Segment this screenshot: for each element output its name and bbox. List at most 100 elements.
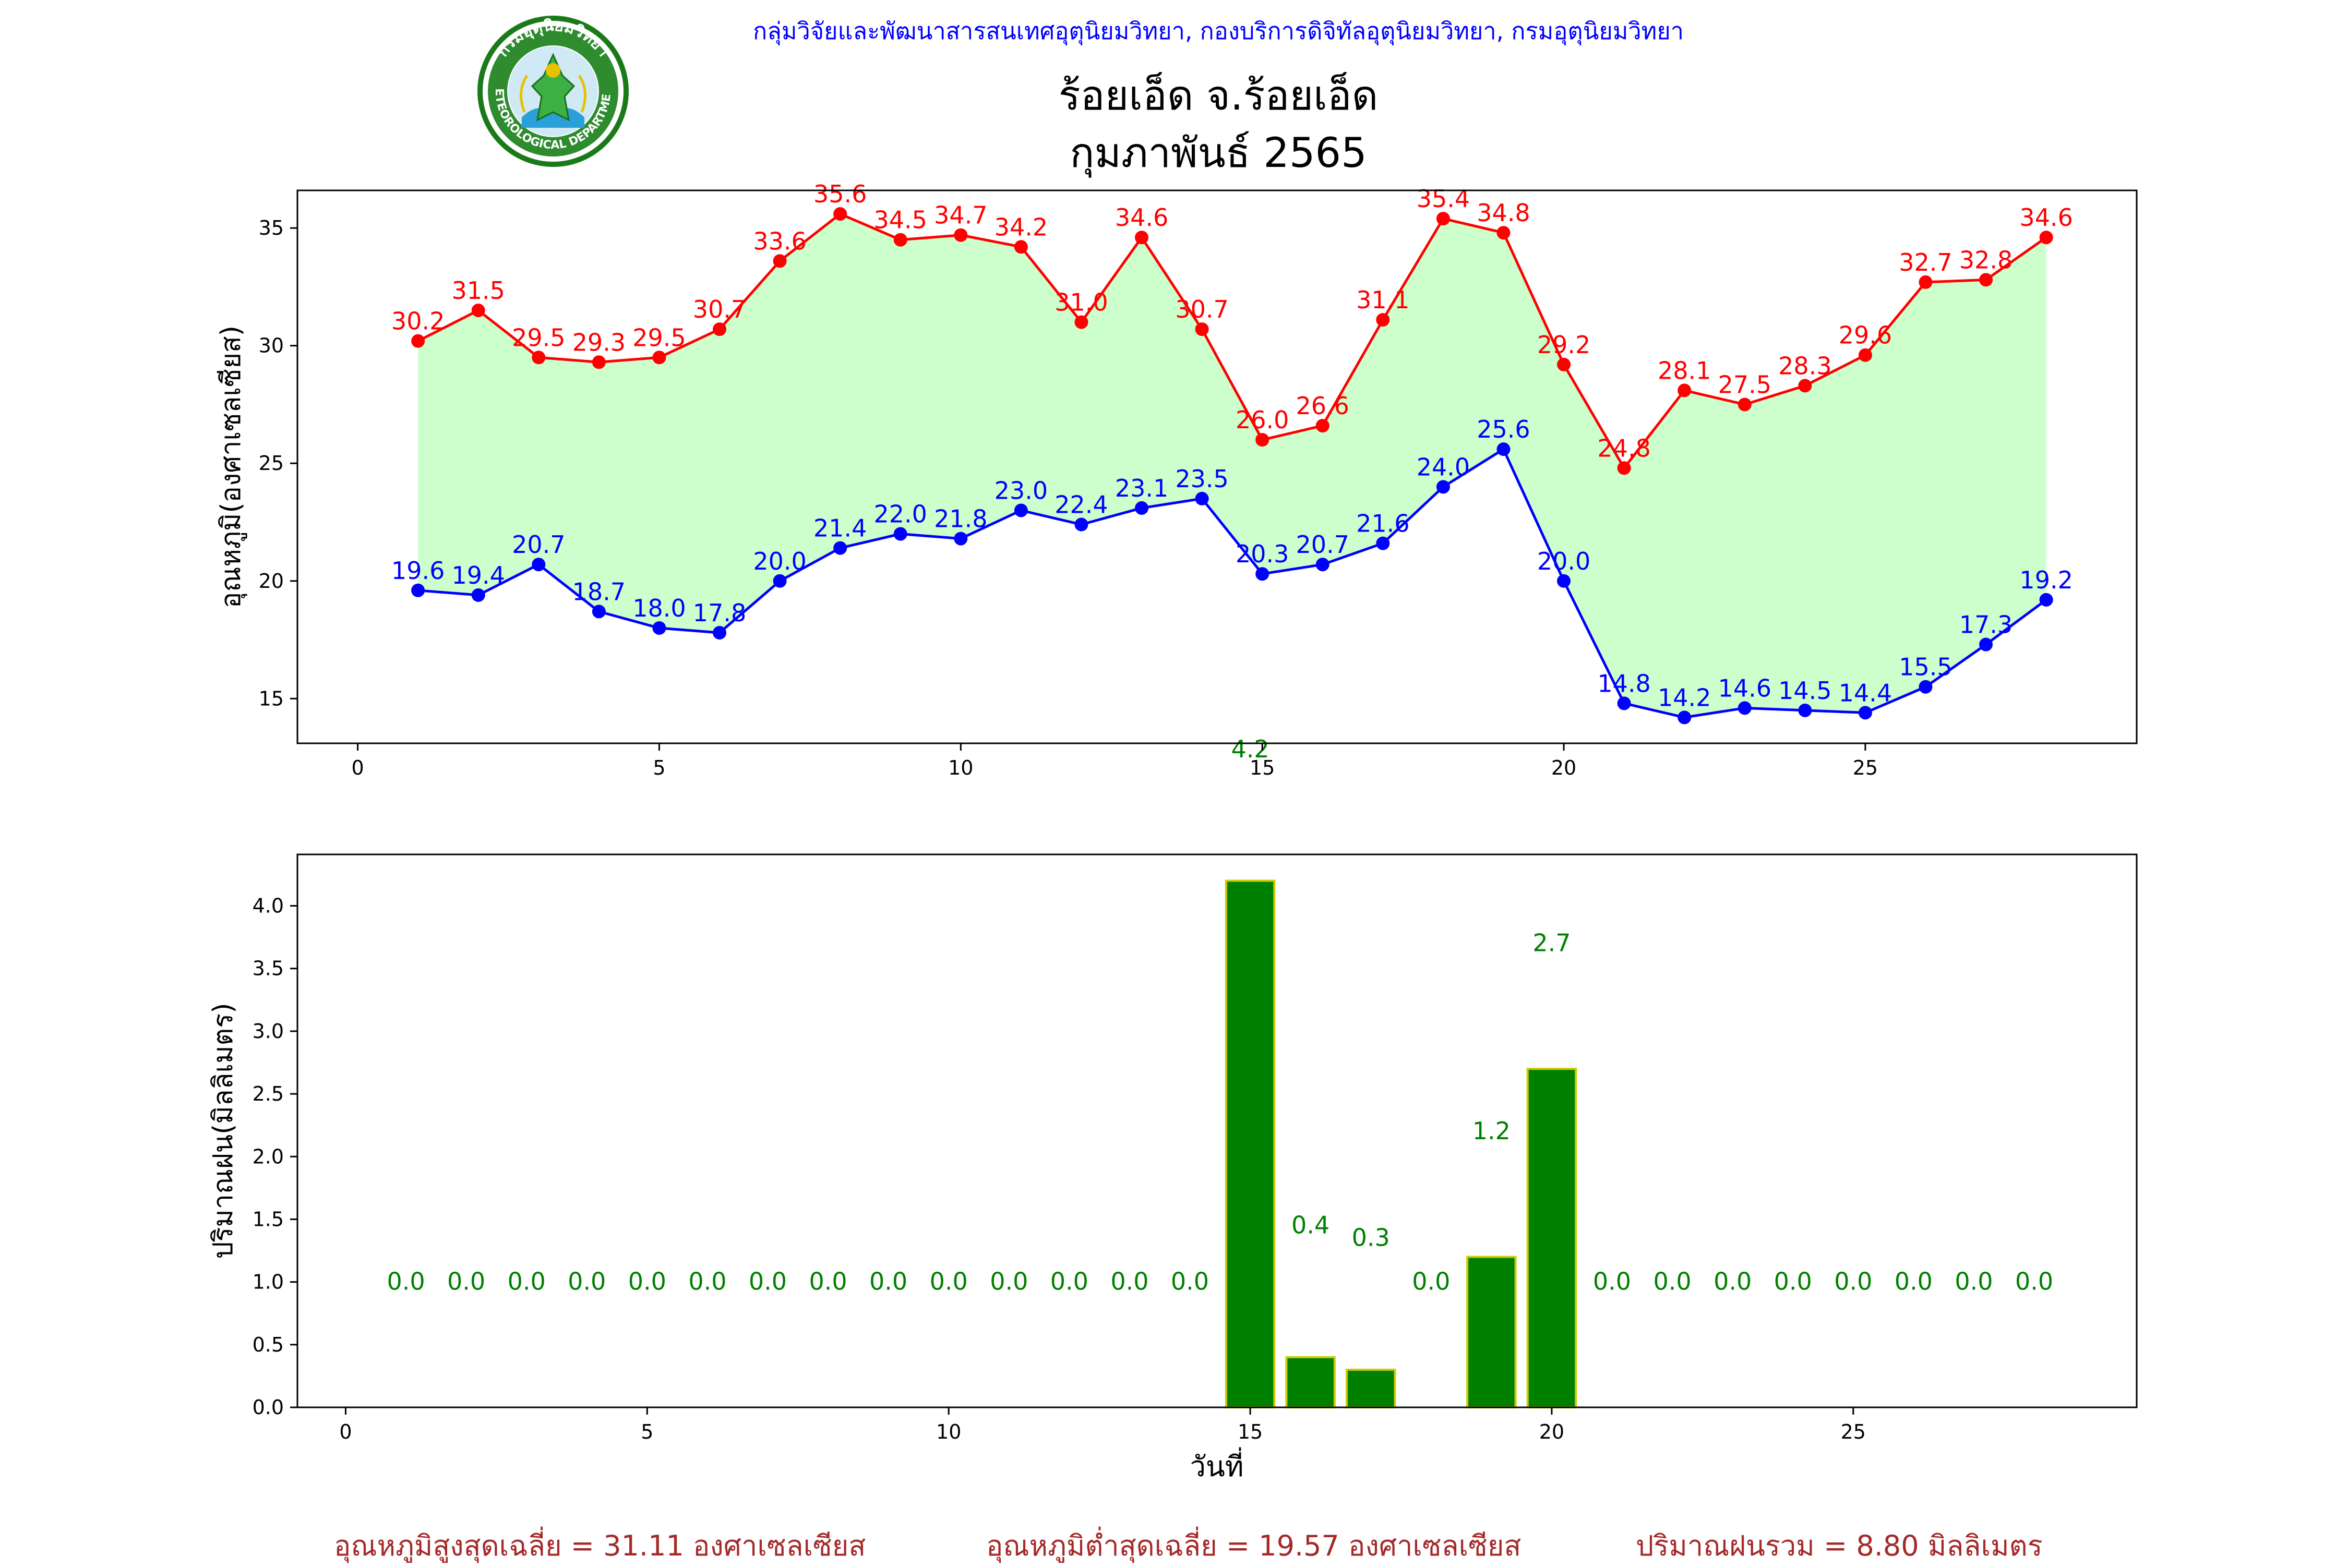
rainfall-value-label: 0.0 [1955, 1268, 1993, 1296]
min-temperature-label: 19.6 [391, 557, 445, 585]
rainfall-x-tick-label: 5 [641, 1420, 653, 1443]
max-temperature-point [1436, 212, 1450, 226]
max-temperature-label: 31.5 [452, 276, 505, 305]
rainfall-value-label: 0.0 [1050, 1268, 1088, 1296]
rainfall-y-tick-label: 0.0 [253, 1396, 284, 1419]
temperature-x-tick-label: 15 [1250, 756, 1275, 779]
min-temperature-point [1617, 696, 1631, 710]
rainfall-value-label: 0.0 [508, 1268, 546, 1296]
max-temperature-label: 29.3 [572, 328, 626, 356]
rainfall-value-label: 0.0 [1774, 1268, 1812, 1296]
max-temperature-label: 28.1 [1658, 356, 1711, 384]
max-temperature-label: 34.5 [874, 206, 927, 234]
rainfall-plot-frame [296, 853, 2138, 1408]
rainfall-y-tick-label: 3.5 [253, 957, 284, 980]
rainfall-value-label: 0.0 [1110, 1268, 1148, 1296]
min-temperature-label: 14.4 [1839, 679, 1892, 707]
min-temperature-point [1074, 517, 1088, 532]
min-temperature-label: 19.4 [452, 561, 505, 589]
min-temperature-point [1376, 536, 1390, 550]
max-temperature-point [1919, 275, 1933, 289]
min-temperature-label: 17.3 [1959, 611, 2012, 639]
max-temperature-label: 29.5 [512, 323, 565, 352]
max-temperature-line [417, 212, 2047, 471]
max-temperature-point [1195, 322, 1209, 336]
min-temperature-label: 20.3 [1236, 540, 1289, 568]
max-temperature-point [1858, 348, 1872, 362]
rainfall-x-tick-label: 10 [936, 1420, 961, 1443]
min-temperature-point [1496, 442, 1511, 456]
max-temperature-label: 29.5 [632, 323, 686, 352]
min-temperature-point [773, 574, 787, 588]
min-temperature-label: 20.7 [1296, 530, 1349, 559]
min-temperature-point [471, 588, 485, 602]
max-temperature-point [652, 351, 666, 365]
min-temperature-label: 15.5 [1899, 653, 1952, 681]
temperature-y-tick-label: 35 [259, 216, 284, 239]
max-temperature-label: 28.3 [1778, 352, 1831, 380]
temperature-range-fill [418, 214, 2046, 718]
max-temperature-label: 35.6 [813, 180, 867, 208]
max-temperature-point [833, 207, 847, 221]
min-temperature-point [1014, 503, 1028, 517]
max-temperature-point [1014, 240, 1028, 254]
rainfall-x-tick-label: 25 [1841, 1420, 1866, 1443]
rainfall-value-label: 0.0 [568, 1268, 606, 1296]
rainfall-value-label: 0.0 [1593, 1268, 1631, 1296]
max-temperature-point [2039, 231, 2053, 245]
max-temperature-label: 32.7 [1899, 248, 1952, 276]
min-temperature-point [1255, 567, 1269, 581]
min-temperature-point [1315, 558, 1329, 572]
rainfall-value-label: 0.0 [1412, 1268, 1450, 1296]
rainfall-value-label: 0.0 [869, 1268, 907, 1296]
rainfall-value-label: 0.0 [387, 1268, 425, 1296]
max-temperature-point [592, 355, 606, 369]
rainfall-value-label: 0.0 [1834, 1268, 1872, 1296]
rainfall-value-label: 0.0 [628, 1268, 666, 1296]
max-temperature-label: 30.2 [391, 307, 445, 335]
rainfall-y-tick-label: 3.0 [253, 1020, 284, 1043]
rainfall-x-axis-label: วันที่ [1190, 1447, 1244, 1483]
min-temperature-point [1557, 574, 1571, 588]
max-temperature-point [1074, 315, 1088, 329]
max-temperature-label: 26.6 [1296, 392, 1349, 420]
total-rainfall: ปริมาณฝนรวม = 8.80 มิลลิเมตร [1636, 1529, 2043, 1562]
max-temperature-point [1738, 397, 1752, 412]
max-temperature-label: 34.6 [2019, 203, 2073, 232]
rainfall-value-label: 0.0 [809, 1268, 847, 1296]
min-temperature-point [893, 527, 907, 541]
rainfall-value-label: 0.0 [1171, 1268, 1209, 1296]
max-temperature-point [471, 304, 485, 318]
max-temperature-label: 29.2 [1537, 331, 1590, 359]
temperature-y-axis-label: อุณหภูมิ(องศาเซลเซียส) [215, 325, 247, 608]
min-temperature-label: 23.5 [1175, 465, 1228, 493]
max-temperature-label: 26.0 [1236, 406, 1289, 434]
rainfall-value-label: 0.0 [1895, 1268, 1933, 1296]
min-temperature-point [1738, 701, 1752, 715]
max-temperature-point [1496, 226, 1511, 240]
min-temperature-label: 14.5 [1778, 677, 1831, 705]
rainfall-value-label: 0.0 [447, 1268, 485, 1296]
max-temperature-label: 34.6 [1115, 203, 1168, 232]
min-temperature-label: 21.6 [1356, 510, 1409, 538]
min-temperature-point [592, 605, 606, 619]
max-temperature-label: 31.1 [1356, 286, 1409, 314]
max-temperature-point [954, 228, 968, 242]
min-temperature-point [1436, 480, 1450, 494]
rainfall-value-label: 1.2 [1472, 1117, 1511, 1145]
average-max-temperature: อุณหภูมิสูงสุดเฉลี่ย = 31.11 องศาเซลเซีย… [334, 1529, 866, 1562]
temperature-chart: 30.231.529.5 29.3 29.530.733.635.634.5 34.7… [215, 180, 2138, 779]
min-temperature-point [1135, 501, 1149, 515]
rainfall-x-tick-label: 15 [1238, 1420, 1263, 1443]
rainfall-bar [1526, 1068, 1577, 1409]
max-temperature-point [1376, 313, 1390, 327]
rainfall-value-label: 0.0 [930, 1268, 968, 1296]
temperature-x-tick-label: 25 [1853, 756, 1878, 779]
min-temperature-label: 21.4 [813, 514, 867, 542]
min-temperature-point [411, 583, 425, 597]
temperature-x-tick-label: 20 [1551, 756, 1576, 779]
max-temperature-point [411, 334, 425, 348]
temperature-x-tick-label: 5 [653, 756, 665, 779]
max-temperature-point [532, 351, 546, 365]
min-temperature-point [954, 532, 968, 546]
